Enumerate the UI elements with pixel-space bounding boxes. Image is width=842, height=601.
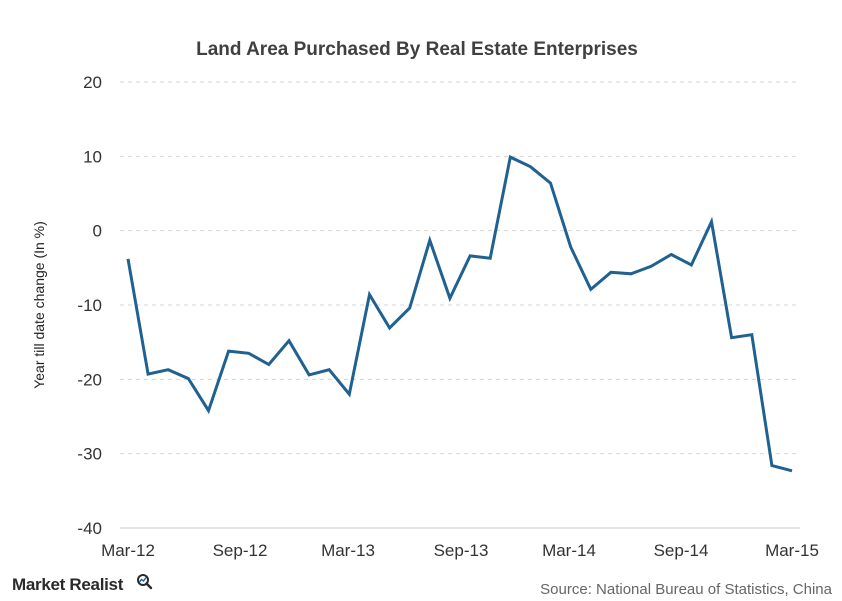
data-point <box>469 254 472 257</box>
x-tick-label: Mar-15 <box>765 541 819 560</box>
magnifier-icon <box>137 574 153 590</box>
x-tick-labels: Mar-12 Sep-12 Mar-13 Sep-13 Mar-14 Sep-14 Mar-… <box>101 541 819 560</box>
data-point <box>609 271 612 274</box>
brand-name: Market Realist <box>12 575 124 594</box>
y-axis-label: Year till date change (In %) <box>31 221 47 389</box>
data-point <box>529 165 532 168</box>
x-tick-label: Mar-12 <box>101 541 155 560</box>
data-point <box>770 464 773 467</box>
data-point <box>328 368 331 371</box>
y-tick-label: 0 <box>93 222 102 241</box>
data-point <box>549 182 552 185</box>
data-point <box>428 239 431 242</box>
data-point <box>147 373 150 376</box>
y-tick-label: 10 <box>83 147 102 166</box>
data-point <box>690 263 693 266</box>
x-tick-label: Mar-13 <box>321 541 375 560</box>
data-point <box>267 363 270 366</box>
data-point <box>207 409 210 412</box>
x-tick-label: Mar-14 <box>542 541 596 560</box>
data-point <box>187 377 190 380</box>
data-point <box>308 373 311 376</box>
series-line <box>126 154 793 473</box>
data-point <box>368 293 371 296</box>
data-point <box>448 297 451 300</box>
data-point <box>710 220 713 223</box>
data-point <box>509 156 512 159</box>
data-point <box>750 333 753 336</box>
data-point <box>288 339 291 342</box>
data-point <box>589 288 592 291</box>
x-tick-label: Sep-12 <box>213 541 268 560</box>
source-note: Source: National Bureau of Statistics, C… <box>540 581 832 598</box>
y-tick-label: -10 <box>77 296 102 315</box>
x-tick-label: Sep-13 <box>434 541 489 560</box>
brand-logo: Market Realist <box>12 574 153 594</box>
data-point <box>791 469 794 472</box>
y-tick-label: 20 <box>83 73 102 92</box>
data-point <box>650 265 653 268</box>
x-tick-label: Sep-14 <box>654 541 709 560</box>
data-point <box>569 246 572 249</box>
data-point <box>489 257 492 260</box>
y-tick-label: -40 <box>77 519 102 538</box>
data-point <box>388 327 391 330</box>
data-point <box>127 257 130 260</box>
data-point <box>630 272 633 275</box>
y-tick-labels: 20 10 0 -10 -20 -30 -40 <box>77 73 102 538</box>
grid-lines <box>120 81 800 455</box>
y-tick-label: -20 <box>77 370 102 389</box>
data-point <box>408 307 411 310</box>
data-point <box>348 393 351 396</box>
data-point <box>227 350 230 353</box>
data-point <box>247 352 250 355</box>
data-point <box>670 253 673 256</box>
chart-title: Land Area Purchased By Real Estate Enter… <box>196 39 638 60</box>
series-layer <box>126 154 794 473</box>
y-tick-label: -30 <box>77 445 102 464</box>
data-point <box>730 336 733 339</box>
data-point <box>167 368 170 371</box>
